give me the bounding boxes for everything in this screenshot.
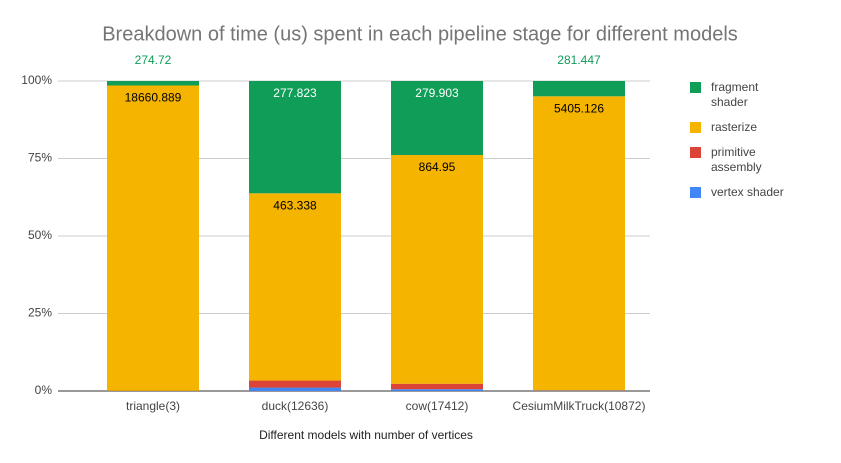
bar-segment: [107, 85, 199, 391]
data-label: 274.72: [135, 53, 172, 67]
chart-title: Breakdown of time (us) spent in each pip…: [102, 23, 738, 45]
bar-segment: [249, 380, 341, 388]
data-label: 18660.889: [125, 91, 182, 105]
bar-segment: [391, 383, 483, 390]
legend-label: vertex shader: [711, 185, 784, 199]
y-tick-label: 50%: [28, 228, 52, 242]
data-label: 281.447: [557, 53, 601, 67]
legend-item: primitive assembly: [690, 145, 830, 175]
y-tick-label: 100%: [21, 73, 52, 87]
legend-item: vertex shader: [690, 185, 830, 200]
data-label: 277.823: [273, 86, 317, 100]
legend-swatch: [690, 147, 701, 158]
x-tick-label: triangle(3): [126, 399, 180, 413]
data-label: 463.338: [273, 198, 317, 212]
x-axis-title: Different models with number of vertices: [259, 428, 473, 442]
data-label: 279.903: [415, 86, 459, 100]
legend-swatch: [690, 187, 701, 198]
legend-item: rasterize: [690, 120, 830, 135]
legend-swatch: [690, 82, 701, 93]
bar-segment: [107, 81, 199, 86]
y-tick-label: 75%: [28, 151, 52, 165]
bar-segment: [249, 81, 341, 194]
bar-segment: [249, 387, 341, 391]
bar-segment: [533, 81, 625, 97]
bar-segment: [533, 96, 625, 391]
legend-swatch: [690, 122, 701, 133]
legend: fragment shader rasterize primitive assemb…: [690, 80, 830, 210]
x-tick-label: CesiumMilkTruck(10872): [513, 399, 646, 413]
data-label: 5405.126: [554, 101, 604, 115]
y-tick-label: 25%: [28, 306, 52, 320]
data-label: 864.95: [419, 160, 456, 174]
bar-segment: [249, 193, 341, 381]
bar-segment: [391, 389, 483, 391]
bar-segment: [391, 155, 483, 384]
legend-label: fragment shader: [711, 80, 759, 109]
bar-segment: [391, 81, 483, 156]
x-tick-label: cow(17412): [406, 399, 469, 413]
legend-label: primitive assembly: [711, 145, 762, 174]
x-tick-label: duck(12636): [262, 399, 329, 413]
legend-label: rasterize: [711, 120, 758, 134]
y-tick-label: 0%: [35, 383, 53, 397]
legend-item: fragment shader: [690, 80, 830, 110]
